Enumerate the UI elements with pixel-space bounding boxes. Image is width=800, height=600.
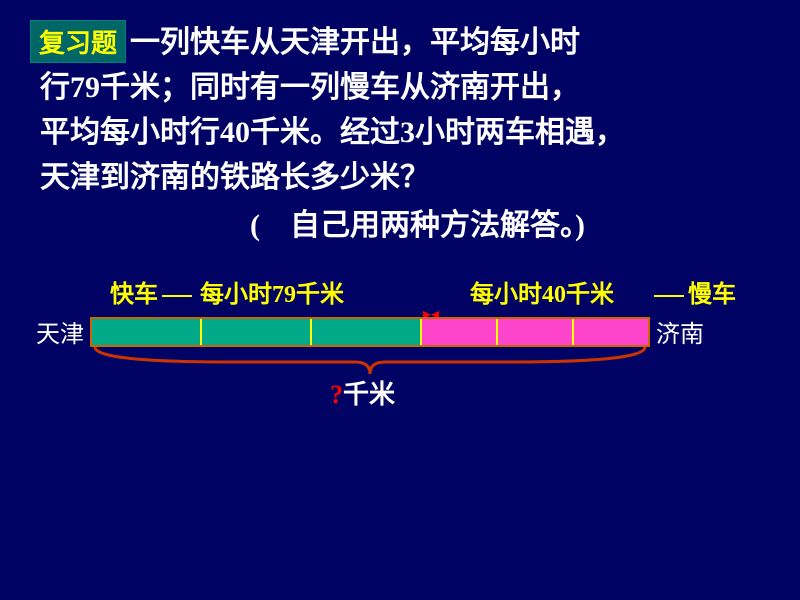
question-mark: ? — [330, 380, 343, 409]
fast-label-text: 快车 — [110, 282, 158, 308]
problem-line-1: 一列快车从天津开出，平均每小时 — [130, 26, 580, 59]
city-left-label: 天津 — [30, 314, 90, 349]
slide-container: 复习题 一列快车从天津开出，平均每小时 行79千米；同时有一列慢车从济南开出， … — [0, 0, 800, 444]
problem-line-3: 平均每小时行40千米。经过3小时两车相遇， — [40, 110, 770, 155]
city-right-label: 济南 — [650, 314, 710, 349]
problem-block: 复习题 一列快车从天津开出，平均每小时 行79千米；同时有一列慢车从济南开出， … — [30, 20, 770, 244]
fast-segment — [202, 319, 312, 345]
hint-text: ( 自己用两种方法解答。) — [250, 200, 770, 244]
problem-line-4: 天津到济南的铁路长多少米？ — [40, 155, 770, 200]
fast-train-label: 快车 — [110, 274, 196, 309]
slow-line-icon — [654, 295, 684, 297]
train-diagram: 快车 每小时79千米 每小时40千米 慢车 ▸◂ 天津 济南 — [30, 274, 770, 424]
fast-segment — [312, 319, 422, 345]
question-unit: 千米 — [343, 380, 395, 409]
fast-speed-label: 每小时79千米 — [200, 274, 344, 309]
slow-train-label: 慢车 — [650, 274, 736, 309]
slow-speed-label: 每小时40千米 — [470, 274, 614, 309]
question-label: ?千米 — [330, 374, 395, 411]
fast-segment — [92, 319, 202, 345]
problem-line-2: 行79千米；同时有一列慢车从济南开出， — [40, 65, 770, 110]
review-badge: 复习题 — [30, 20, 126, 63]
fast-line-icon — [162, 295, 192, 297]
slow-segment — [498, 319, 574, 345]
slow-label-text: 慢车 — [688, 282, 736, 308]
slow-segment — [422, 319, 498, 345]
slow-segment — [574, 319, 648, 345]
